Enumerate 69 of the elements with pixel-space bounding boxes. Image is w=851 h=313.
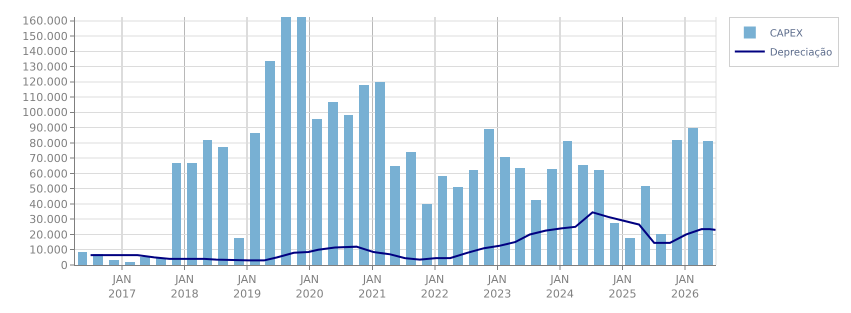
bar (281, 17, 291, 265)
y-tick-label: 160.000 (22, 14, 68, 28)
bar (406, 152, 416, 265)
x-tick-label: JAN 2025 (608, 273, 636, 300)
bar (641, 186, 650, 265)
bar (422, 204, 432, 265)
bar (610, 223, 619, 265)
legend-label: Depreciação (770, 47, 832, 58)
bar (265, 61, 275, 265)
bar (625, 238, 635, 265)
bar (390, 166, 400, 265)
y-tick-label: 100.000 (22, 106, 68, 120)
y-tick-label: 70.000 (29, 152, 68, 166)
line-series (90, 211, 716, 262)
x-tick-label: JAN 2021 (358, 273, 386, 300)
x-tick-label: JAN 2018 (170, 273, 199, 300)
bar (140, 257, 150, 265)
y-tick-label: 110.000 (22, 90, 68, 104)
y-tick-label: 140.000 (22, 45, 68, 58)
bar (563, 141, 572, 265)
bar (172, 163, 181, 265)
bar (250, 133, 260, 265)
bar (187, 163, 197, 265)
y-tick-label: 10.000 (29, 244, 68, 257)
bar (500, 157, 510, 265)
bar (297, 17, 306, 265)
bar (234, 238, 244, 265)
y-tick-label: 120.000 (22, 76, 68, 89)
x-tick-label: JAN 2019 (233, 273, 262, 300)
bar (688, 128, 698, 265)
y-tick-label: 90.000 (29, 122, 68, 134)
x-tick-label: JAN 2024 (546, 273, 574, 300)
x-tick-label: JAN 2026 (671, 273, 699, 300)
bar (578, 165, 588, 265)
bar (78, 252, 87, 265)
bar (203, 140, 212, 265)
bar (703, 141, 713, 265)
bar (312, 119, 322, 265)
y-tick-label: 60.000 (29, 167, 68, 180)
bar (469, 170, 478, 265)
y-tick-label: 0 (60, 258, 68, 272)
bar (438, 176, 447, 265)
bar (375, 82, 385, 265)
x-tick-label: JAN 2017 (108, 273, 136, 300)
bar (656, 234, 666, 265)
bar (531, 200, 541, 265)
y-tick-label: 40.000 (29, 198, 68, 211)
y-tick-label: 130.000 (22, 60, 68, 74)
bar (218, 147, 228, 265)
x-tick-label: JAN 2022 (420, 273, 449, 300)
x-tick-label: JAN 2020 (296, 273, 324, 300)
bar (515, 168, 525, 265)
y-tick-label: 80.000 (29, 136, 68, 150)
bar (453, 187, 463, 265)
bar (359, 85, 369, 265)
y-tick-label: 20.000 (29, 228, 68, 242)
bar (594, 170, 604, 265)
bar (547, 169, 557, 265)
x-tick-label: JAN 2023 (483, 273, 512, 300)
legend-label: CAPEX (770, 28, 803, 40)
bar (672, 140, 682, 265)
y-tick-label: 150.000 (22, 30, 68, 43)
bar (484, 129, 494, 265)
bar (109, 260, 119, 265)
bar (125, 262, 135, 265)
bar (328, 102, 338, 265)
y-tick-label: 50.000 (29, 182, 68, 196)
bar (344, 115, 353, 265)
y-tick-label: 30.000 (29, 213, 68, 226)
